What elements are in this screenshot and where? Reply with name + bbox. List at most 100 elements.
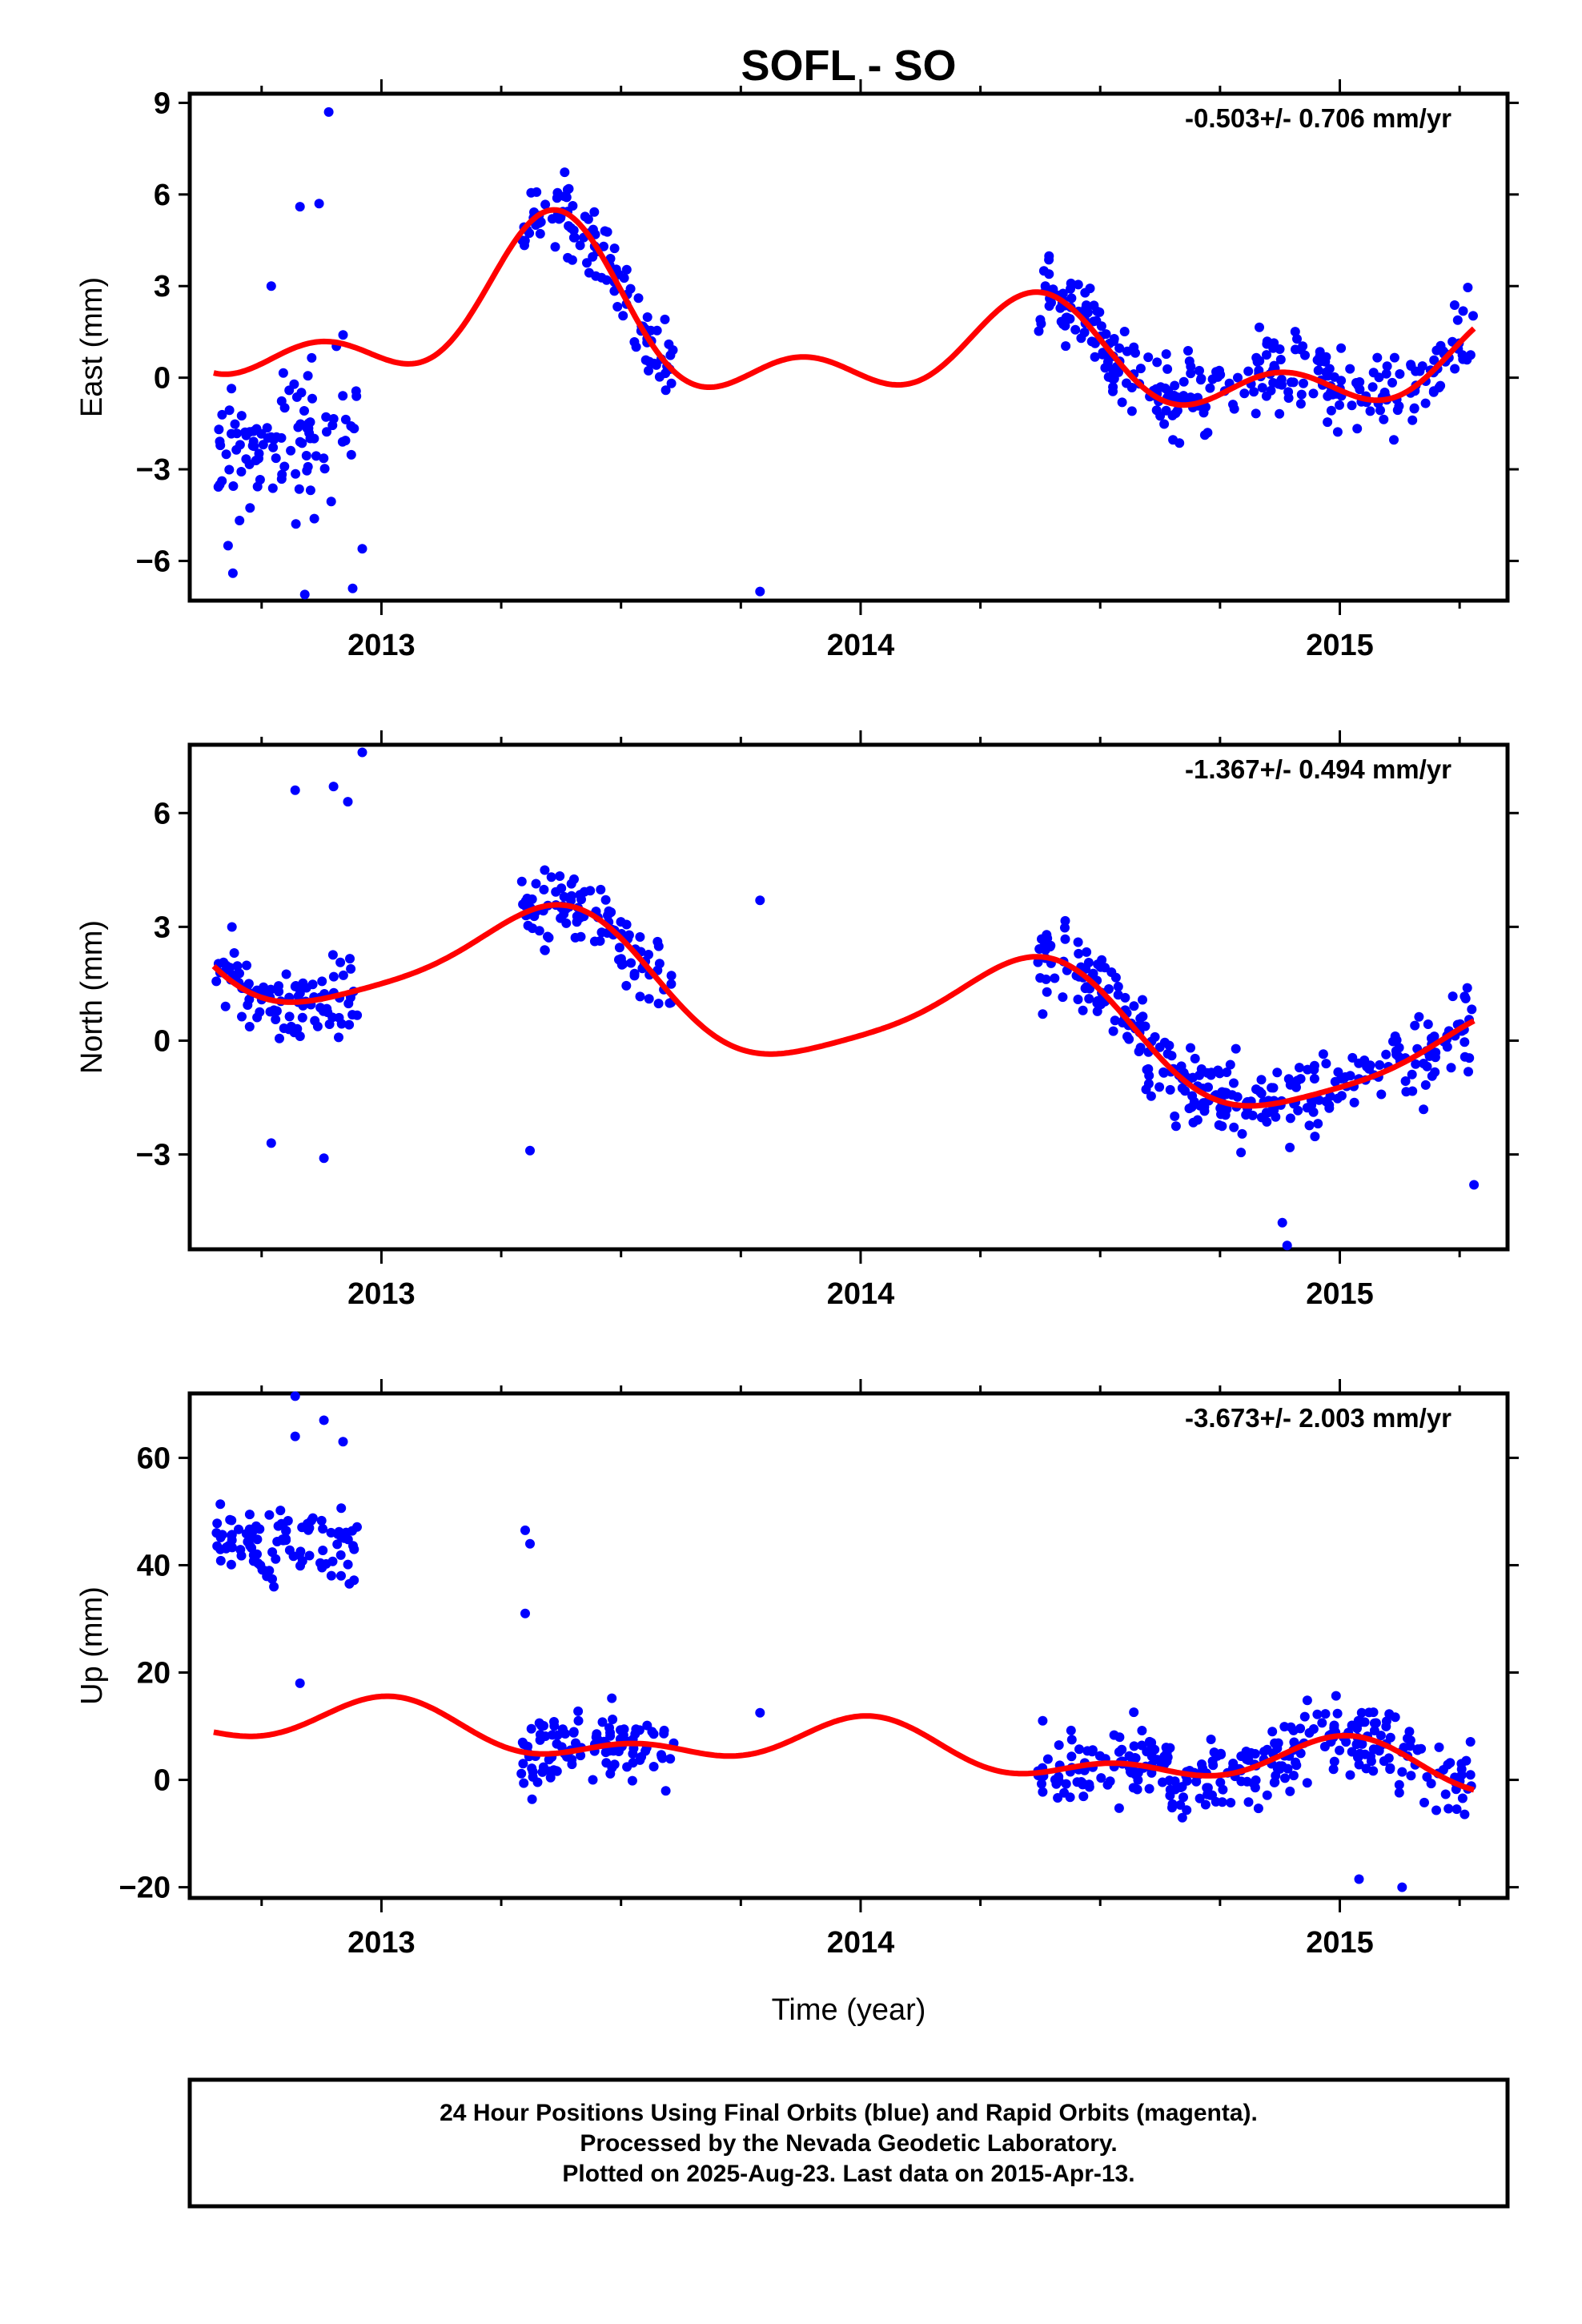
data-point — [212, 1518, 223, 1529]
data-point — [1187, 1091, 1198, 1101]
data-point — [1407, 415, 1418, 425]
data-point — [305, 417, 315, 428]
data-point — [1066, 293, 1077, 304]
data-point — [1216, 1749, 1227, 1759]
data-point — [1200, 1799, 1211, 1810]
data-point — [525, 1145, 535, 1156]
data-point — [1387, 377, 1397, 388]
x-tick-label: 2015 — [1306, 1926, 1374, 1960]
data-point — [271, 1554, 281, 1564]
data-point — [1282, 1240, 1292, 1251]
data-point — [1231, 1043, 1241, 1054]
data-point — [283, 1516, 293, 1526]
data-point — [629, 337, 640, 347]
data-point — [1087, 1747, 1098, 1757]
x-tick-label: 2014 — [827, 629, 895, 662]
data-point — [1154, 1082, 1165, 1092]
data-point — [666, 378, 677, 388]
data-point — [1048, 284, 1058, 295]
data-point — [321, 412, 331, 422]
data-point — [1102, 1779, 1113, 1790]
data-point — [230, 419, 240, 429]
data-point — [1201, 402, 1211, 412]
y-axis-label: East (mm) — [75, 277, 109, 417]
data-point — [621, 264, 632, 275]
data-point — [236, 467, 247, 476]
data-point — [1208, 1760, 1219, 1771]
data-point — [1054, 1740, 1064, 1751]
data-point — [221, 449, 231, 460]
data-point — [1205, 383, 1215, 393]
data-point — [237, 1011, 247, 1022]
data-point — [349, 1544, 359, 1554]
velocity-annotation: -0.503+/- 0.706 mm/yr — [1185, 103, 1452, 133]
data-point — [266, 984, 276, 995]
data-point — [559, 909, 569, 919]
data-point — [551, 887, 561, 897]
data-point — [257, 1565, 267, 1575]
data-point — [1114, 1747, 1124, 1757]
data-point — [338, 970, 348, 980]
data-point — [1144, 1783, 1154, 1794]
x-tick-label: 2014 — [827, 1926, 895, 1960]
data-point — [232, 961, 243, 971]
data-point — [1226, 1798, 1236, 1807]
data-point — [1435, 340, 1446, 351]
data-point — [1460, 1809, 1470, 1819]
data-point — [1141, 1084, 1151, 1095]
data-point — [1279, 1722, 1290, 1732]
y-tick-label: 3 — [154, 911, 171, 944]
data-point — [227, 428, 236, 439]
data-point — [635, 1755, 645, 1765]
data-point — [1375, 1731, 1386, 1741]
data-point — [534, 926, 544, 936]
data-point — [1262, 1790, 1272, 1800]
data-point — [1298, 341, 1308, 352]
data-point — [1085, 983, 1095, 994]
data-point — [1379, 414, 1389, 424]
data-point — [602, 227, 612, 237]
y-axis-label: North (mm) — [75, 920, 109, 1074]
data-point — [573, 1715, 584, 1726]
data-point — [1092, 998, 1102, 1008]
data-point — [1411, 366, 1421, 376]
data-point — [535, 228, 545, 239]
data-point — [248, 1550, 259, 1560]
data-point — [604, 1746, 615, 1756]
data-point — [665, 350, 676, 360]
data-point — [1336, 376, 1347, 386]
data-point — [322, 427, 331, 437]
data-point — [266, 1138, 276, 1148]
data-point — [1347, 1052, 1358, 1063]
data-point — [295, 1678, 305, 1688]
data-point — [1243, 1797, 1254, 1807]
data-point — [634, 1725, 644, 1735]
data-point — [1060, 915, 1070, 926]
data-point — [534, 1718, 544, 1728]
data-point — [644, 356, 655, 367]
data-point — [1270, 1777, 1280, 1787]
data-point — [264, 1510, 275, 1520]
data-point — [1207, 1068, 1217, 1078]
data-point — [328, 971, 339, 982]
data-point — [1368, 1707, 1379, 1718]
data-point — [343, 797, 353, 807]
data-point — [1164, 1775, 1174, 1786]
data-point — [516, 1768, 527, 1779]
data-point — [1423, 1019, 1433, 1029]
data-point — [619, 1724, 629, 1735]
data-point — [1110, 1015, 1120, 1026]
data-point — [1292, 334, 1302, 344]
data-point — [1349, 1097, 1359, 1108]
data-point — [569, 874, 579, 884]
data-point — [1158, 1068, 1169, 1078]
data-point — [1458, 354, 1468, 364]
data-point — [1195, 365, 1204, 376]
data-point — [220, 1001, 231, 1011]
data-point — [559, 891, 569, 902]
data-point — [281, 969, 291, 979]
x-tick-label: 2013 — [347, 629, 416, 662]
data-point — [531, 879, 541, 889]
data-point — [661, 1786, 671, 1796]
data-point — [211, 1528, 222, 1538]
